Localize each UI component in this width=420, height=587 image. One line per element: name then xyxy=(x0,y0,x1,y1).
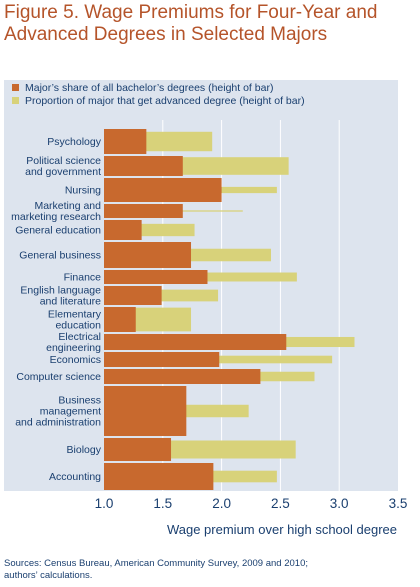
category-label: and administration xyxy=(15,417,101,429)
legend-swatch-1 xyxy=(12,84,19,91)
x-tick-label: 3.0 xyxy=(330,496,349,511)
category-label: Finance xyxy=(64,272,102,284)
title-line-2: Advanced Degrees in Selected Majors xyxy=(4,24,328,45)
bar-share xyxy=(104,220,142,240)
category-label: General business xyxy=(19,250,101,262)
category-label: English language xyxy=(20,285,101,297)
bar-share xyxy=(104,352,220,367)
category-label: Electrical xyxy=(58,331,101,343)
x-tick-label: 2.0 xyxy=(212,496,231,511)
category-label: Accounting xyxy=(49,471,101,483)
bar-share xyxy=(104,438,172,461)
category-label: Elementary xyxy=(48,309,102,321)
category-label: engineering xyxy=(46,342,101,354)
bar-share xyxy=(104,307,136,332)
category-label: Economics xyxy=(50,354,101,366)
category-label: Nursing xyxy=(65,185,101,197)
bar-share xyxy=(104,369,261,384)
bar-share xyxy=(104,334,287,350)
page-title: Figure 5. Wage Premiums for Four-Year an… xyxy=(4,2,377,46)
x-tick-label: 1.5 xyxy=(153,496,172,511)
legend-label-2: Proportion of major that get advanced de… xyxy=(25,95,305,107)
category-label: and government xyxy=(25,166,101,178)
bar-share xyxy=(104,463,214,490)
source-line-1: Sources: Census Bureau, American Communi… xyxy=(4,558,308,569)
bar-share xyxy=(104,270,208,284)
legend-label-1: Major’s share of all bachelor’s degrees … xyxy=(25,82,273,94)
bar-share xyxy=(104,386,187,436)
bar-share xyxy=(104,156,183,176)
x-tick-label: 3.5 xyxy=(389,496,408,511)
category-label: and literature xyxy=(40,296,101,308)
bar-share xyxy=(104,204,183,218)
category-label: Marketing and xyxy=(34,200,101,212)
x-axis-title: Wage premium over high school degree xyxy=(167,522,397,537)
source-line-2: authors’ calculations. xyxy=(4,570,93,581)
category-label: education xyxy=(55,320,101,332)
x-tick-label: 1.0 xyxy=(95,496,114,511)
category-label: Biology xyxy=(67,444,102,456)
category-label: Business xyxy=(58,395,101,407)
bar-share xyxy=(104,129,147,154)
source-note: Sources: Census Bureau, American Communi… xyxy=(4,558,308,582)
category-label: Computer science xyxy=(16,371,101,383)
bar-share xyxy=(104,286,162,305)
category-label: management xyxy=(40,406,101,418)
category-label: Psychology xyxy=(47,136,101,148)
category-label: Political science xyxy=(26,155,101,167)
bar-share xyxy=(104,242,192,268)
category-label: General education xyxy=(15,225,101,237)
bar-share xyxy=(104,178,222,202)
x-tick-label: 2.5 xyxy=(271,496,290,511)
legend-swatch-2 xyxy=(12,97,19,104)
title-line-1: Figure 5. Wage Premiums for Four-Year an… xyxy=(4,2,378,23)
category-label: marketing research xyxy=(11,211,101,223)
